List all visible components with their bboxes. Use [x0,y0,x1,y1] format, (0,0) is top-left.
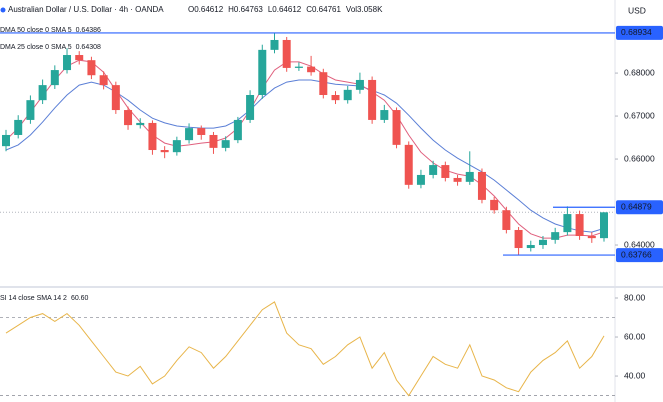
quote-value: H0.64763 [228,5,263,14]
candle-body [258,49,267,95]
candle-body [587,235,596,239]
quote-value: O0.64612 [188,5,224,14]
candle-body [343,89,352,101]
y-tick-label: 80.00 [624,292,646,302]
candle-body [148,122,157,151]
candle-body [355,79,364,90]
candle-body [563,214,572,233]
candle-body [453,177,462,182]
y-tick-label: 60.00 [624,331,646,341]
candle-body [514,229,523,249]
candle-body [233,119,242,141]
candle-body [392,110,401,145]
candle-body [270,39,279,50]
candle-body [136,122,145,126]
candle-body [600,212,608,239]
level-label-box [616,25,663,40]
symbol-dot [0,7,6,13]
y-tick-label: 40.00 [624,370,646,380]
candle-body [331,95,340,101]
candle-body [404,144,413,185]
candle-body [575,214,584,236]
currency: USD [628,5,646,15]
candle-body [502,210,511,230]
candle-body [26,100,35,120]
candle-body [160,150,169,153]
legend-value: 0.64308 [76,44,101,51]
legend-name: DMA 50 close 0 SMA 5 [0,27,72,34]
rsi-line [5,301,605,397]
level-label-box [616,200,663,215]
candle-body [221,140,230,148]
candle-body [319,72,328,95]
candle-body [75,55,84,61]
level-label: 0.68934 [621,27,652,37]
candle-body [14,119,23,135]
candle-body [209,134,218,148]
candle-body [246,95,255,120]
candle-body [2,134,10,147]
candle-body [87,60,96,76]
candle-body [38,85,47,101]
rsi-legend-value: 60.60 [71,295,89,302]
quote-value: Vol3.058K [346,5,383,14]
candle-body [441,165,450,178]
symbol-title: Australian Dollar / U.S. Dollar · 4h · O… [8,5,164,14]
legend-name: DMA 25 close 0 SMA 5 [0,44,72,51]
rsi-legend: SI 14 close SMA 14 2 [0,295,67,302]
candle-body [526,245,535,249]
candle-body [294,66,303,68]
quote-value: C0.64761 [306,5,341,14]
candle-body [380,110,389,120]
level-label: 0.63766 [621,249,652,259]
candle-body [111,85,120,111]
y-tick-label: 0.68000 [624,67,655,77]
moving-average [5,59,605,239]
y-tick-label: 0.67000 [624,110,655,120]
level-label: 0.64879 [621,201,652,211]
candle-body [368,79,377,120]
candle-body [185,128,194,141]
candle-body [172,140,181,153]
y-tick-label: 0.66000 [624,153,655,163]
legend-value: 0.64386 [76,27,101,34]
candle-body [538,239,547,246]
level-label-box [616,248,663,263]
candle-body [477,171,486,200]
candle-body [124,110,133,126]
y-tick-label: 0.64000 [624,239,655,249]
moving-average [5,79,605,233]
candle-body [416,174,425,185]
candle-body [551,232,560,240]
candle-body [465,171,474,182]
candle-body [307,66,316,73]
candle-body [99,75,108,86]
candle-body [490,199,499,211]
candle-body [50,70,59,86]
candle-body [63,55,72,71]
candle-body [197,128,206,135]
quote-value: L0.64612 [268,5,302,14]
candle-body [282,39,291,68]
candle-body [429,165,438,175]
